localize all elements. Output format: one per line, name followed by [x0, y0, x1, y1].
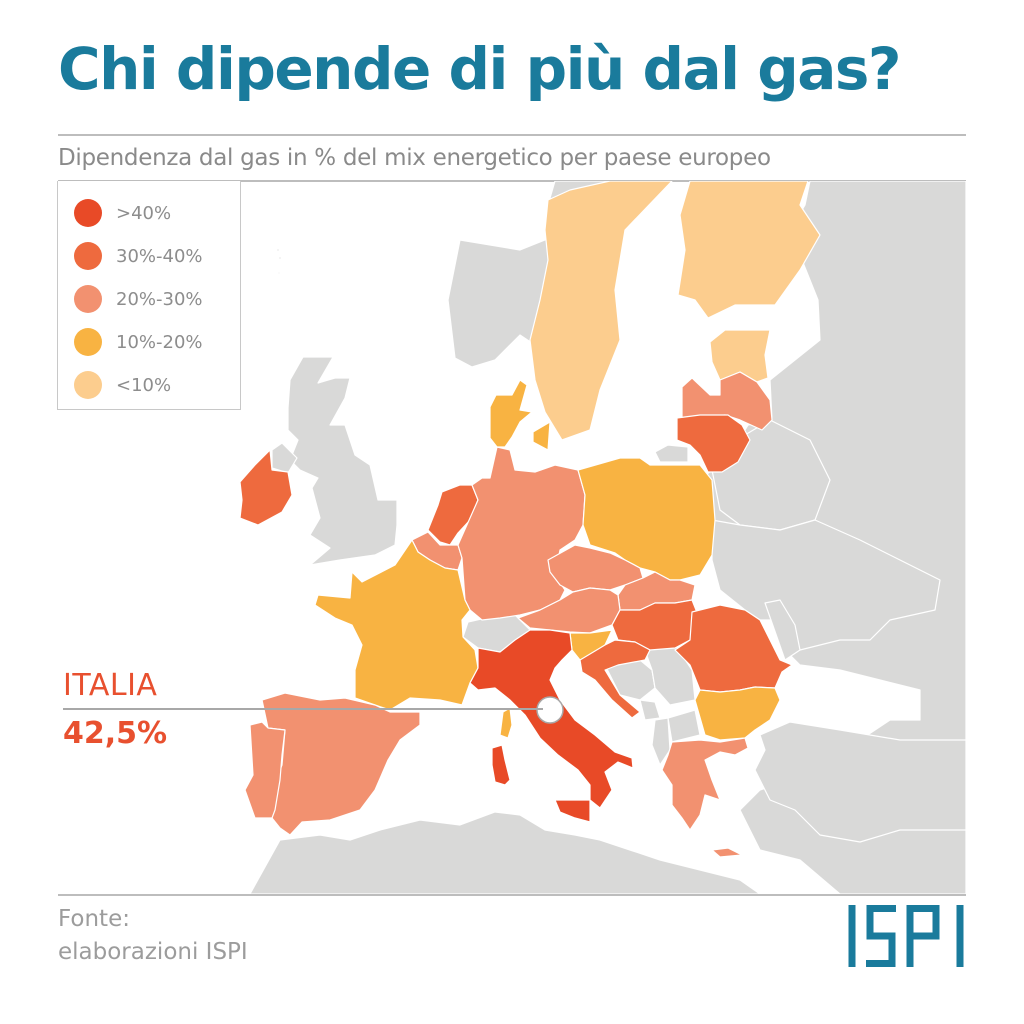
- legend-label: 30%-40%: [116, 245, 203, 267]
- legend-label: 20%-30%: [116, 288, 203, 310]
- map-bottom-border: [58, 894, 966, 896]
- page-title: Chi dipende di più dal gas?: [58, 35, 902, 103]
- country-sweden: [529, 181, 673, 441]
- country-greece: [661, 737, 749, 831]
- legend-swatch-icon: [74, 371, 102, 399]
- italy-callout-line: [63, 708, 543, 710]
- map-top-border: [58, 180, 966, 182]
- country-greece-crete: [711, 847, 743, 858]
- legend-label: >40%: [116, 202, 172, 224]
- country-bulgaria: [694, 686, 781, 741]
- legend-swatch-icon: [74, 285, 102, 313]
- page-subtitle: Dipendenza dal gas in % del mix energeti…: [58, 145, 771, 171]
- region-north-africa: [249, 811, 761, 894]
- italy-label: ITALIA: [63, 668, 158, 703]
- legend-item-gt40: >40%: [74, 199, 171, 227]
- country-finland: [677, 181, 821, 319]
- region-northern-ireland: [271, 442, 298, 474]
- region-kaliningrad: [654, 444, 689, 463]
- source-label: Fonte:: [58, 906, 130, 932]
- source-text: elaborazioni ISPI: [58, 939, 248, 966]
- legend-item-10-20: 10%-20%: [74, 328, 203, 356]
- legend: >40% 30%-40% 20%-30% 10%-20% <10%: [57, 181, 241, 410]
- country-uk: [287, 356, 398, 566]
- italy-value: 42,5%: [63, 716, 168, 751]
- non-data-land: [249, 181, 966, 894]
- country-turkey: [754, 721, 966, 843]
- country-croatia: [579, 639, 651, 719]
- legend-item-30-40: 30%-40%: [74, 242, 203, 270]
- country-spain: [261, 692, 421, 836]
- country-moldova: [764, 599, 801, 661]
- country-denmark: [489, 379, 533, 448]
- country-netherlands: [427, 484, 479, 546]
- country-italy-sardinia: [491, 744, 511, 786]
- country-albania: [651, 717, 671, 766]
- country-lithuania: [676, 414, 751, 473]
- legend-item-lt10: <10%: [74, 371, 171, 399]
- legend-swatch-icon: [74, 199, 102, 227]
- country-italy-sicily: [554, 799, 591, 823]
- country-montenegro: [639, 699, 661, 721]
- country-denmark-zealand: [532, 421, 551, 451]
- country-macedonia: [667, 709, 701, 743]
- country-ireland: [239, 449, 293, 526]
- italy-marker: [536, 696, 564, 724]
- country-portugal: [244, 721, 286, 819]
- title-divider: [58, 134, 966, 136]
- legend-label: <10%: [116, 374, 172, 396]
- country-france: [314, 539, 479, 711]
- legend-swatch-icon: [74, 328, 102, 356]
- country-germany: [457, 446, 586, 621]
- ispi-logo-icon: [848, 905, 964, 967]
- source-note: Fonte: elaborazioni ISPI: [58, 903, 248, 970]
- country-france-corsica: [499, 707, 513, 739]
- legend-swatch-icon: [74, 242, 102, 270]
- legend-label: 10%-20%: [116, 331, 203, 353]
- legend-item-20-30: 20%-30%: [74, 285, 203, 313]
